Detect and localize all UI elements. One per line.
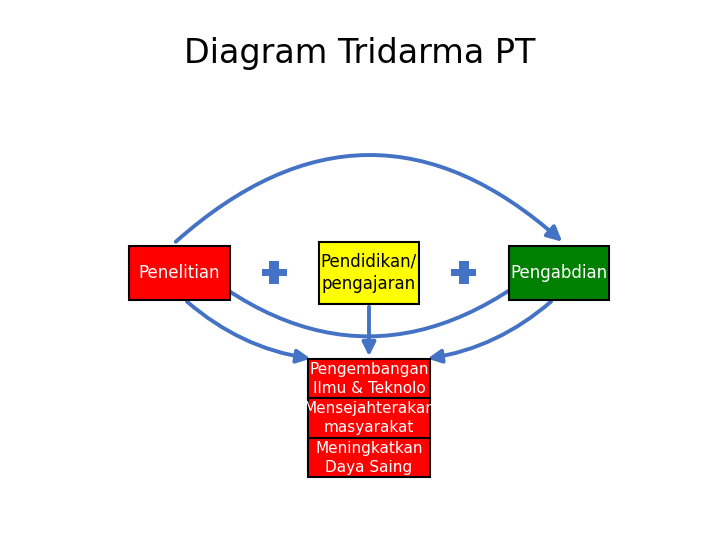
Bar	[451, 269, 477, 276]
Bar	[269, 261, 279, 284]
Text: Pengabdian: Pengabdian	[510, 264, 607, 282]
FancyBboxPatch shape	[129, 246, 230, 300]
Bar	[261, 269, 287, 276]
Text: Meningkatkan
Daya Saing: Meningkatkan Daya Saing	[315, 441, 423, 475]
Text: Pengembangan
Ilmu & Teknolo: Pengembangan Ilmu & Teknolo	[310, 362, 428, 395]
Bar	[459, 261, 469, 284]
FancyBboxPatch shape	[508, 246, 609, 300]
Text: Diagram Tridarma PT: Diagram Tridarma PT	[184, 37, 536, 71]
FancyBboxPatch shape	[307, 399, 431, 438]
FancyBboxPatch shape	[307, 359, 431, 399]
FancyBboxPatch shape	[307, 438, 431, 477]
FancyBboxPatch shape	[319, 241, 419, 304]
Text: Pendidikan/
pengajaran: Pendidikan/ pengajaran	[321, 253, 417, 293]
Text: Penelitian: Penelitian	[138, 264, 220, 282]
Text: Mensejahterakan
masyarakat: Mensejahterakan masyarakat	[303, 401, 435, 435]
